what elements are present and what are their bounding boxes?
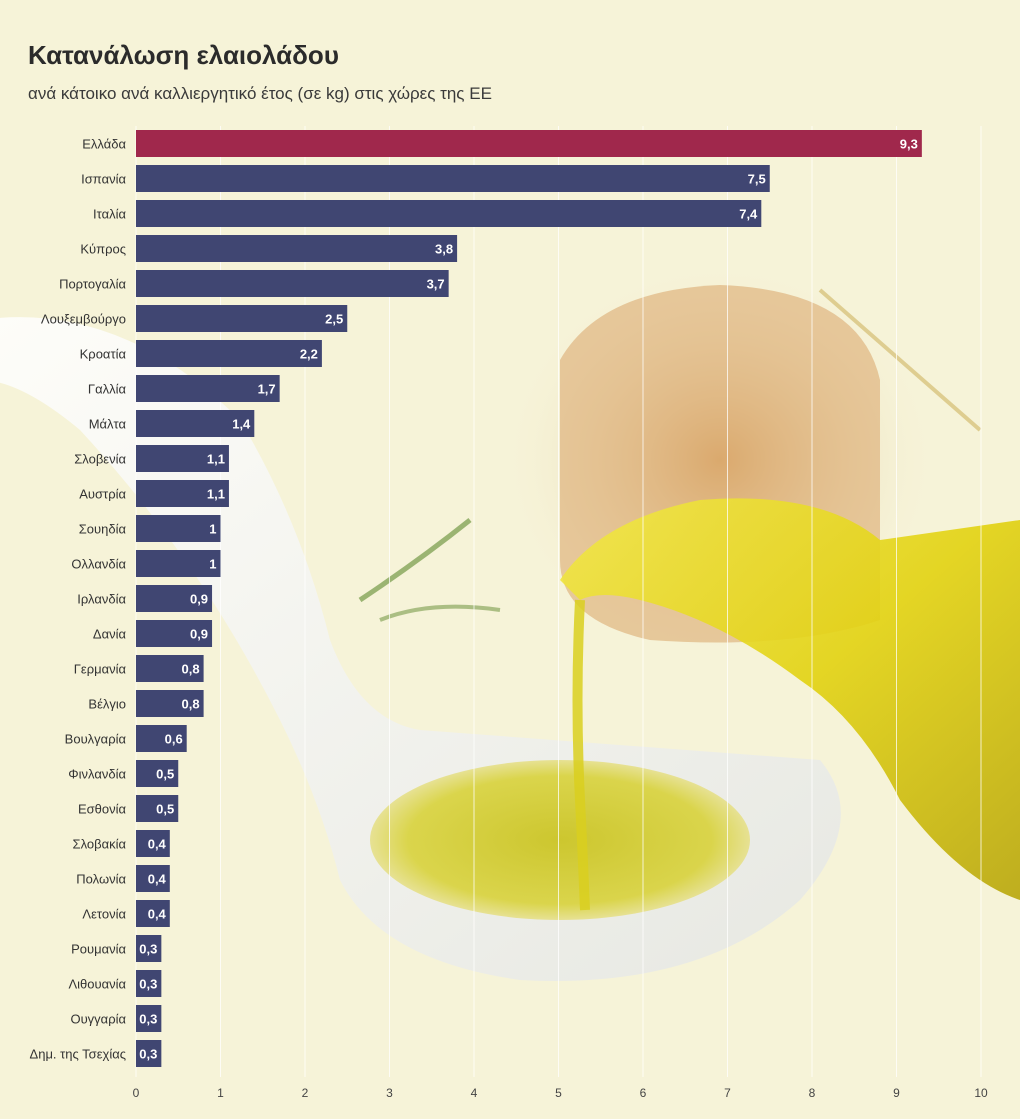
data-label: 0,3 xyxy=(139,1012,157,1027)
data-label: 1,7 xyxy=(258,382,276,397)
x-tick-label: 6 xyxy=(640,1086,647,1100)
data-label: 0,3 xyxy=(139,1047,157,1062)
bar xyxy=(136,235,458,262)
data-label: 0,4 xyxy=(148,907,167,922)
x-tick-label: 5 xyxy=(555,1086,562,1100)
data-label: 0,3 xyxy=(139,977,157,992)
data-label: 0,4 xyxy=(148,872,167,887)
category-label: Μάλτα xyxy=(89,417,127,432)
category-label: Αυστρία xyxy=(79,487,126,502)
x-tick-label: 3 xyxy=(386,1086,393,1100)
data-label: 0,5 xyxy=(156,767,174,782)
bar xyxy=(136,585,213,612)
data-label: 2,2 xyxy=(300,347,318,362)
category-label: Ελλάδα xyxy=(82,137,126,152)
bar xyxy=(136,480,229,507)
data-label: 1,1 xyxy=(207,452,225,467)
data-label: 0,4 xyxy=(148,837,167,852)
bar xyxy=(136,830,170,857)
category-label: Φινλανδία xyxy=(68,767,126,782)
category-label: Βέλγιο xyxy=(88,697,126,712)
data-label: 0,8 xyxy=(182,662,200,677)
category-label: Κύπρος xyxy=(80,242,126,257)
data-label: 3,7 xyxy=(427,277,445,292)
category-label: Βουλγαρία xyxy=(65,732,127,747)
data-label: 7,4 xyxy=(739,207,758,222)
bar xyxy=(136,515,221,542)
data-label: 3,8 xyxy=(435,242,453,257)
category-label: Ολλανδία xyxy=(71,557,126,572)
category-label: Σλοβακία xyxy=(73,837,127,852)
x-tick-label: 8 xyxy=(809,1086,816,1100)
category-label: Λετονία xyxy=(82,907,126,922)
x-tick-label: 0 xyxy=(133,1086,140,1100)
category-label: Πολωνία xyxy=(76,872,126,887)
data-label: 1 xyxy=(209,522,216,537)
category-label: Κροατία xyxy=(80,347,127,362)
bar xyxy=(136,970,162,997)
bar xyxy=(136,305,348,332)
data-label: 0,6 xyxy=(165,732,183,747)
bar xyxy=(136,620,213,647)
data-label: 0,9 xyxy=(190,592,208,607)
bar xyxy=(136,445,229,472)
category-label: Λιθουανία xyxy=(68,977,126,992)
bar xyxy=(136,340,322,367)
data-label: 0,3 xyxy=(139,942,157,957)
category-label: Εσθονία xyxy=(78,802,127,817)
chart-subtitle: ανά κάτοικο ανά καλλιεργητικό έτος (σε k… xyxy=(28,84,492,103)
data-label: 2,5 xyxy=(325,312,343,327)
x-tick-label: 1 xyxy=(217,1086,224,1100)
bar xyxy=(136,375,280,402)
category-label: Ρουμανία xyxy=(71,942,126,957)
category-label: Πορτογαλία xyxy=(59,277,126,292)
data-label: 0,9 xyxy=(190,627,208,642)
bar xyxy=(136,655,204,682)
category-label: Ουγγαρία xyxy=(70,1012,126,1027)
category-label: Δημ. της Τσεχίας xyxy=(30,1047,126,1062)
category-label: Σλοβενία xyxy=(74,452,126,467)
category-label: Ισπανία xyxy=(81,172,126,187)
data-label: 1,4 xyxy=(232,417,251,432)
x-tick-label: 9 xyxy=(893,1086,900,1100)
x-tick-label: 7 xyxy=(724,1086,731,1100)
bar xyxy=(136,1040,162,1067)
data-label: 7,5 xyxy=(748,172,766,187)
bar xyxy=(136,200,762,227)
bar xyxy=(136,935,162,962)
data-label: 1 xyxy=(209,557,216,572)
category-label: Ιρλανδία xyxy=(77,592,126,607)
data-label: 0,5 xyxy=(156,802,174,817)
data-label: 0,8 xyxy=(182,697,200,712)
bar xyxy=(136,760,179,787)
bar xyxy=(136,795,179,822)
bar xyxy=(136,270,449,297)
category-label: Ιταλία xyxy=(93,207,126,222)
x-tick-label: 4 xyxy=(471,1086,478,1100)
bar xyxy=(136,900,170,927)
x-tick-label: 2 xyxy=(302,1086,309,1100)
category-label: Δανία xyxy=(93,627,127,642)
bar xyxy=(136,725,187,752)
data-label: 9,3 xyxy=(900,137,918,152)
category-label: Σουηδία xyxy=(79,522,127,537)
chart-title: Κατανάλωση ελαιολάδου xyxy=(28,40,339,70)
bar xyxy=(136,410,255,437)
bar xyxy=(136,550,221,577)
bar xyxy=(136,165,770,192)
category-label: Γερμανία xyxy=(74,662,127,677)
bar xyxy=(136,130,922,157)
category-label: Λουξεμβούργο xyxy=(41,312,126,327)
bar xyxy=(136,690,204,717)
bar xyxy=(136,865,170,892)
data-label: 1,1 xyxy=(207,487,225,502)
category-label: Γαλλία xyxy=(88,382,127,397)
x-tick-label: 10 xyxy=(974,1086,988,1100)
bar xyxy=(136,1005,162,1032)
